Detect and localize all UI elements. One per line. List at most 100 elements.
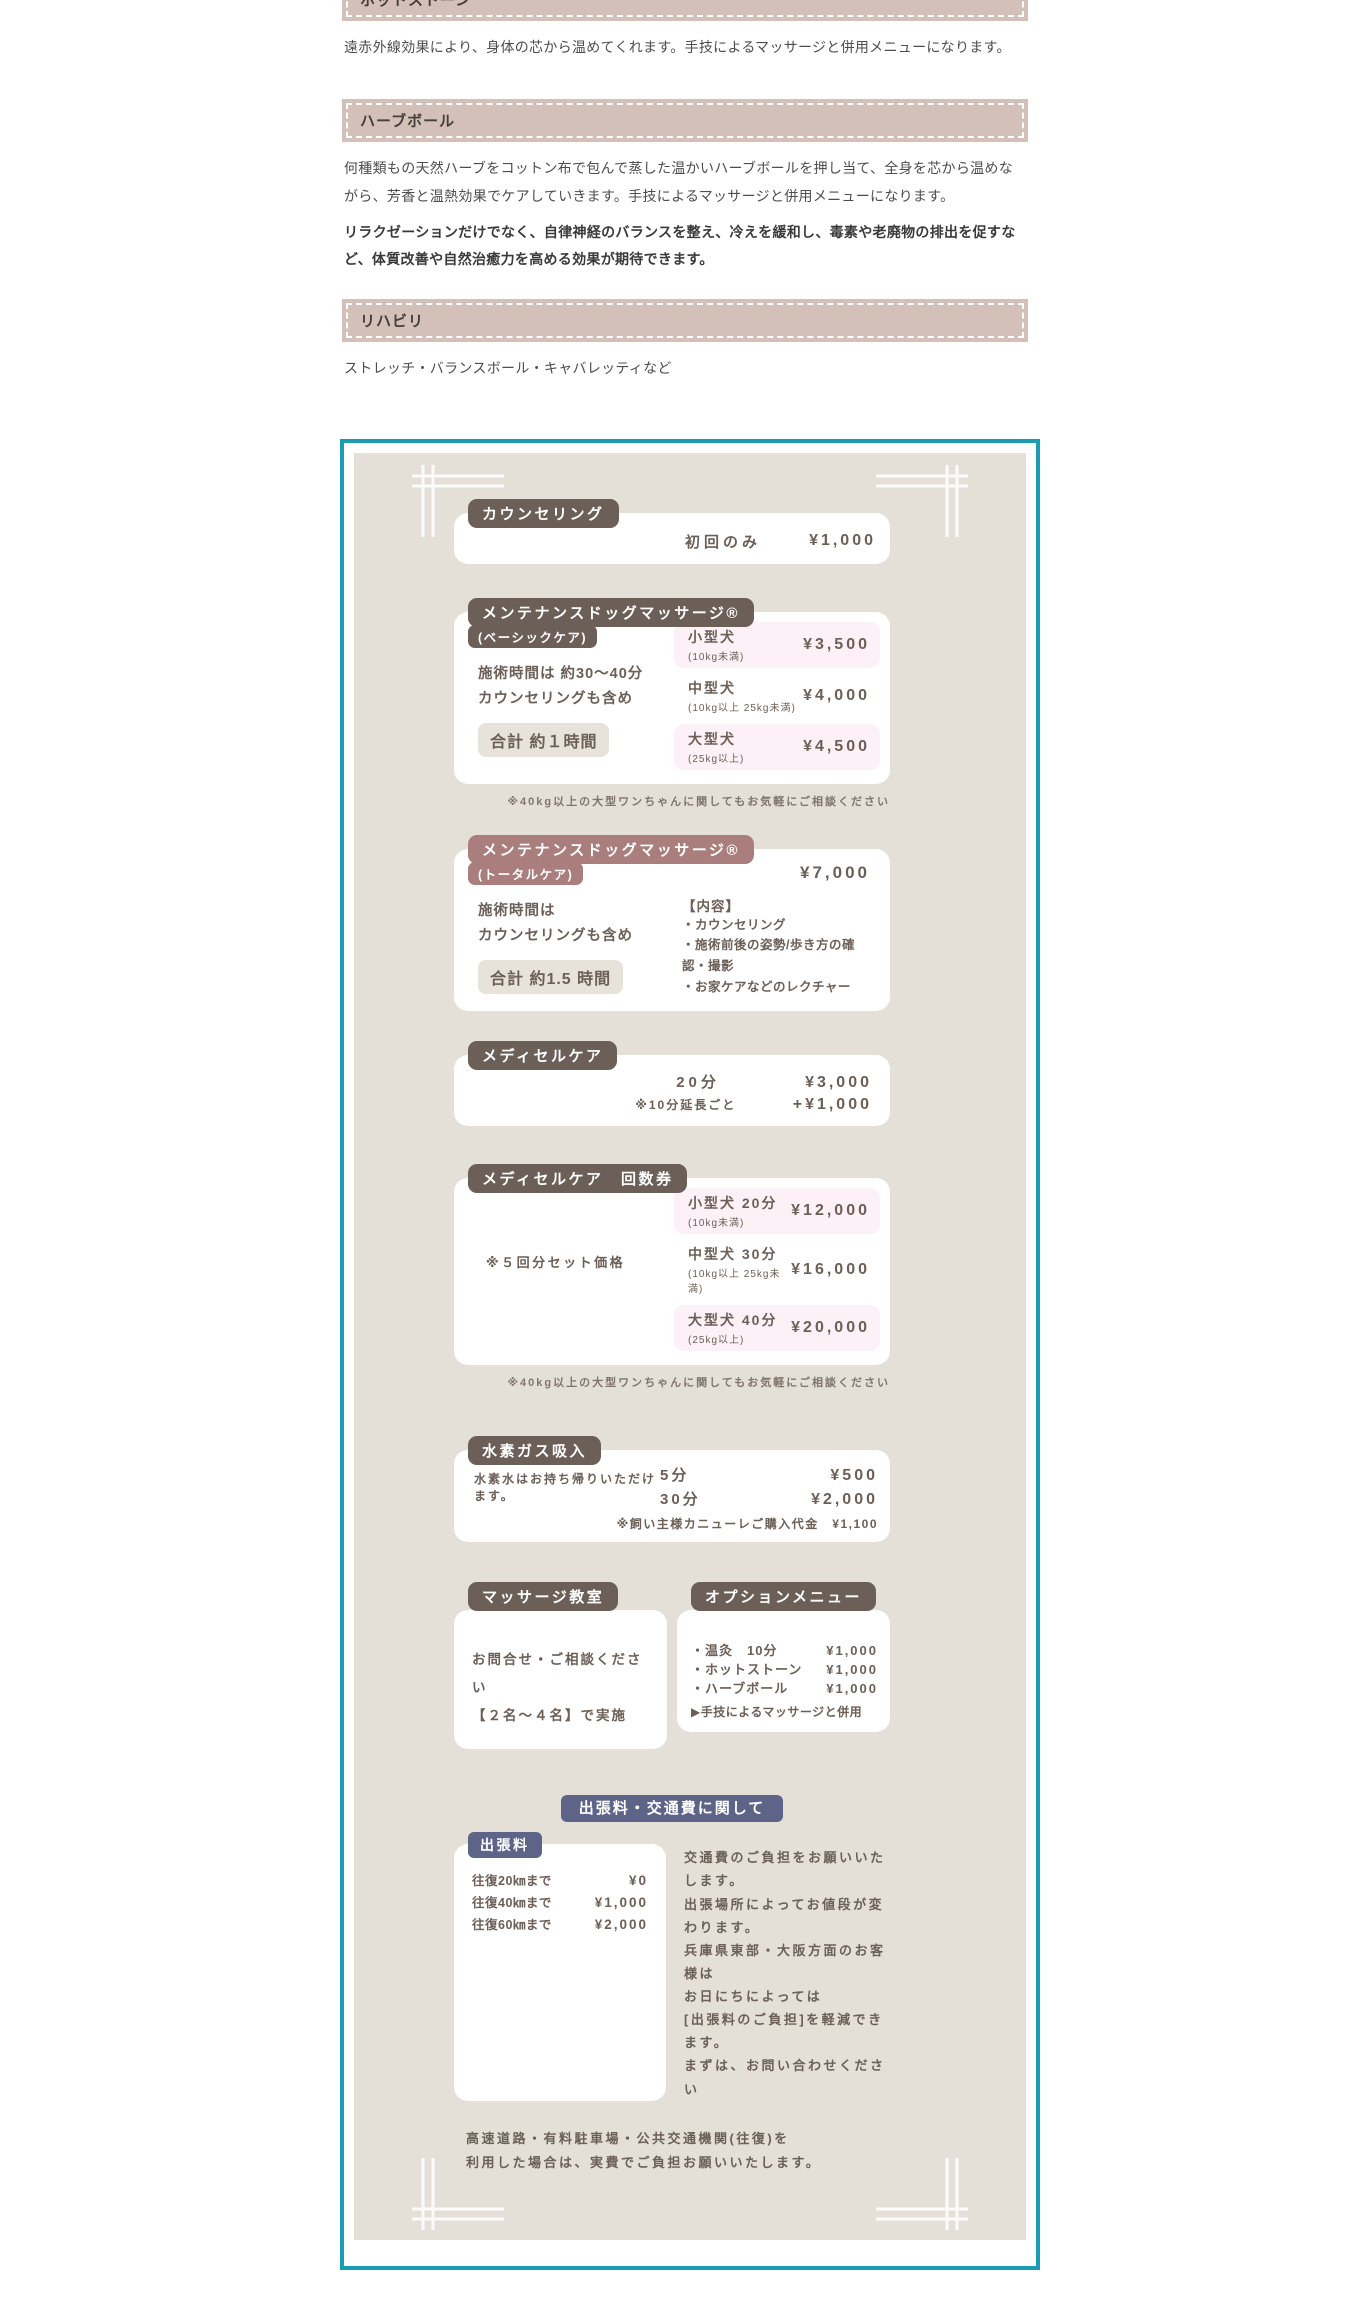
price-value: ¥1,000 xyxy=(826,1680,878,1696)
option-menu-card: ・温灸 10分 ¥1,000 ・ホットストーン ¥1,000 ・ハーブボール ¥… xyxy=(677,1610,890,1732)
travel-description: 交通費のご負担をお願いいたします。 出張場所によってお値段が変わります。 兵庫県… xyxy=(666,1844,890,2100)
medicel-badge-wrap: メディセルケア xyxy=(468,1041,618,1071)
duration-line: カウンセリングも含め xyxy=(478,691,633,708)
dog-size-condition: (25kg以上) xyxy=(688,1335,745,1347)
corner-decoration xyxy=(876,464,968,537)
medicel-ticket-card: ※５回分セット価格 小型犬 20分 (10kg未満) ¥12,000 xyxy=(454,1178,890,1366)
section-band-hot-stone: ホットストーン xyxy=(342,0,1028,21)
price-menu-card: カウンセリング 初回のみ ¥1,000 メンテナンスドッグマッサージ® (ベーシ… xyxy=(340,438,1040,2271)
set-price-note: ※５回分セット価格 xyxy=(486,1255,626,1271)
basic-care-badge: メンテナンスドッグマッサージ® xyxy=(468,597,754,627)
price-row-small-dog: 小型犬 20分 (10kg未満) ¥12,000 xyxy=(674,1188,880,1235)
contents-item: ・施術前後の姿勢/歩き方の確認・撮影 xyxy=(682,938,855,974)
price-row-medium-dog: 中型犬 30分 (10kg以上 25kg未満) ¥16,000 xyxy=(674,1239,880,1300)
medicel-section: メディセルケア 20分 ¥3,000 ※10分延長ごと +¥1,000 xyxy=(454,1041,890,1127)
total-care-sub-badge: (トータルケア) xyxy=(468,861,584,885)
dog-size: 大型犬 40分 (25kg以上) xyxy=(688,1310,791,1346)
travel-description-line: お日にちによっては xyxy=(684,1989,823,2005)
option-menu-section: オプションメニュー ・温灸 10分 ¥1,000 ・ホットストーン ¥1,000… xyxy=(677,1582,890,1749)
contents-item: ・お家ケアなどのレクチャー xyxy=(682,979,851,994)
price-value: ¥500 xyxy=(830,1467,878,1485)
fee-distance: 往復60㎞まで xyxy=(472,1918,552,1933)
fee-distance: 往復40㎞まで xyxy=(472,1896,552,1911)
basic-care-section: メンテナンスドッグマッサージ® (ベーシックケア) 施術時間は 約30〜40分 … xyxy=(454,597,890,809)
medicel-ticket-rows: 小型犬 20分 (10kg未満) ¥12,000 中型犬 30分 (10kg以上… xyxy=(674,1188,880,1352)
medicel-duration: 20分 xyxy=(676,1074,720,1092)
intro-content: ホットストーン 遠赤外線効果により、身体の芯から温めてくれます。手技によるマッサ… xyxy=(342,0,1028,383)
section-paragraph: 何種類もの天然ハーブをコットン布で包んで蒸した温かいハーブボールを押し当て、全身… xyxy=(344,160,1014,204)
option-row: ・ハーブボール ¥1,000 xyxy=(691,1680,878,1699)
contents-title: 【内容】 xyxy=(682,898,740,914)
section-band-rehabilitation: リハビリ xyxy=(342,299,1028,343)
basic-care-left: 施術時間は 約30〜40分 カウンセリングも含め 合計 約１時間 xyxy=(478,622,674,770)
price-value: ¥3,500 xyxy=(803,635,870,653)
price-row-small-dog: 小型犬 (10kg未満) ¥3,500 xyxy=(674,621,880,668)
total-care-badge: メンテナンスドッグマッサージ® xyxy=(468,834,754,864)
price-value: ¥7,000 xyxy=(800,862,870,882)
total-care-left: 施術時間は カウンセリングも含め 合計 約1.5 時間 xyxy=(478,859,674,998)
price-menu-inner: カウンセリング 初回のみ ¥1,000 メンテナンスドッグマッサージ® (ベーシ… xyxy=(354,452,1026,2241)
option-label: ・ハーブボール xyxy=(691,1680,789,1696)
hydrogen-section: 水素ガス吸入 水素水はお持ち帰りいただけます。 5分 ¥500 30分 ¥ xyxy=(454,1436,890,1543)
hydrogen-badge-wrap: 水素ガス吸入 xyxy=(468,1436,602,1466)
price-value: ¥1,000 xyxy=(826,1643,878,1659)
price-value: ¥1,000 xyxy=(826,1662,878,1678)
price-value: ¥1,000 xyxy=(594,1895,648,1911)
dog-size: 中型犬 (10kg以上 25kg未満) xyxy=(688,678,803,714)
option-menu-badge-wrap: オプションメニュー xyxy=(691,1582,877,1612)
counseling-label: 初回のみ xyxy=(685,533,762,551)
price-value: ¥2,000 xyxy=(811,1491,878,1509)
over-40kg-note: ※40kg以上の大型ワンちゃんに関してもお気軽にご相談ください xyxy=(507,1377,890,1390)
toll-road-note-line: 利用した場合は、実費でご負担お願いいたします。 xyxy=(466,2155,822,2171)
toll-road-note: 高速道路・有料駐車場・公共交通機関(往復)を 利用した場合は、実費でご負担お願い… xyxy=(466,2127,890,2176)
total-care-contents: 【内容】 ・カウンセリング ・施術前後の姿勢/歩き方の確認・撮影 ・お家ケアなど… xyxy=(682,895,874,998)
dog-size: 大型犬 (25kg以上) xyxy=(688,729,803,765)
dog-size-condition: (10kg未満) xyxy=(688,651,745,663)
dog-size: 中型犬 30分 (10kg以上 25kg未満) xyxy=(688,1244,791,1295)
medicel-row: 20分 ¥3,000 xyxy=(464,1071,880,1092)
travel-description-line: 兵庫県東部・大阪方面のお客様は xyxy=(684,1942,886,1981)
corner-decoration xyxy=(876,2158,968,2231)
medicel-ticket-badge: メディセルケア 回数券 xyxy=(468,1164,688,1194)
dog-size-condition: (25kg以上) xyxy=(688,753,745,765)
total-care-badges: メンテナンスドッグマッサージ® (トータルケア) xyxy=(468,834,754,885)
total-time-pill: 合計 約１時間 xyxy=(478,722,610,757)
basic-care-badges: メンテナンスドッグマッサージ® (ベーシックケア) xyxy=(468,597,754,648)
price-value: ¥0 xyxy=(628,1873,648,1889)
massage-school-badge: マッサージ教室 xyxy=(468,1582,619,1612)
option-label: ・ホットストーン xyxy=(691,1662,803,1678)
section-title: ハーブボール xyxy=(346,103,1024,139)
section-paragraph: ストレッチ・バランスボール・キャバレッティなど xyxy=(344,360,672,377)
corner-decoration xyxy=(412,2158,504,2231)
price-row-large-dog: 大型犬 40分 (25kg以上) ¥20,000 xyxy=(674,1305,880,1352)
option-footnote: ▶手技によるマッサージと併用 xyxy=(691,1704,863,1719)
massage-school-section: マッサージ教室 お問合せ・ご相談ください 【２名〜４名】で実施 xyxy=(454,1582,667,1750)
travel-description-line: 交通費のご負担をお願いいたします。 xyxy=(684,1850,886,1889)
option-row: ・温灸 10分 ¥1,000 xyxy=(691,1642,878,1661)
price-value: ¥4,000 xyxy=(803,686,870,704)
hydrogen-row: 30分 ¥2,000 xyxy=(660,1488,878,1509)
travel-section: 出張料 往復20㎞まで ¥0 往復40㎞まで ¥1,000 往復60㎞まで ¥2… xyxy=(454,1832,890,2101)
hydrogen-main: 水素水はお持ち帰りいただけます。 5分 ¥500 30分 ¥2,000 xyxy=(474,1464,878,1509)
school-line: 【２名〜４名】で実施 xyxy=(472,1707,627,1723)
dog-size-condition: (10kg以上 25kg未満) xyxy=(688,702,796,714)
cannula-purchase-note: ※飼い主様カニューレご購入代金 ¥1,100 xyxy=(616,1517,878,1532)
fee-row: 往復60㎞まで ¥2,000 xyxy=(472,1914,648,1933)
option-row: ・ホットストーン ¥1,000 xyxy=(691,1661,878,1680)
travel-description-line: まずは、お問い合わせください xyxy=(684,2058,886,2097)
counseling-badge-wrap: カウンセリング xyxy=(468,498,619,528)
dog-size-name: 中型犬 xyxy=(688,679,736,696)
dog-size-name: 小型犬 xyxy=(688,628,736,645)
section-title: リハビリ xyxy=(346,303,1024,339)
hydrogen-badge: 水素ガス吸入 xyxy=(468,1436,602,1466)
total-care-right: ¥7,000 【内容】 ・カウンセリング ・施術前後の姿勢/歩き方の確認・撮影 … xyxy=(674,859,880,998)
price-value: ¥16,000 xyxy=(791,1260,870,1278)
dog-size-name: 大型犬 xyxy=(688,730,736,747)
travel-title-wrap: 出張料・交通費に関して xyxy=(454,1795,890,1823)
price-value: ¥20,000 xyxy=(791,1319,870,1337)
travel-description-line: [出張料のご負担]を軽減できます。 xyxy=(684,2012,884,2051)
medicel-badge: メディセルケア xyxy=(468,1041,618,1071)
price-value: ¥2,000 xyxy=(594,1917,648,1933)
section-paragraph-bold: リラクゼーションだけでなく、自律神経のバランスを整え、冷えを緩和し、毒素や老廃物… xyxy=(344,223,1016,268)
